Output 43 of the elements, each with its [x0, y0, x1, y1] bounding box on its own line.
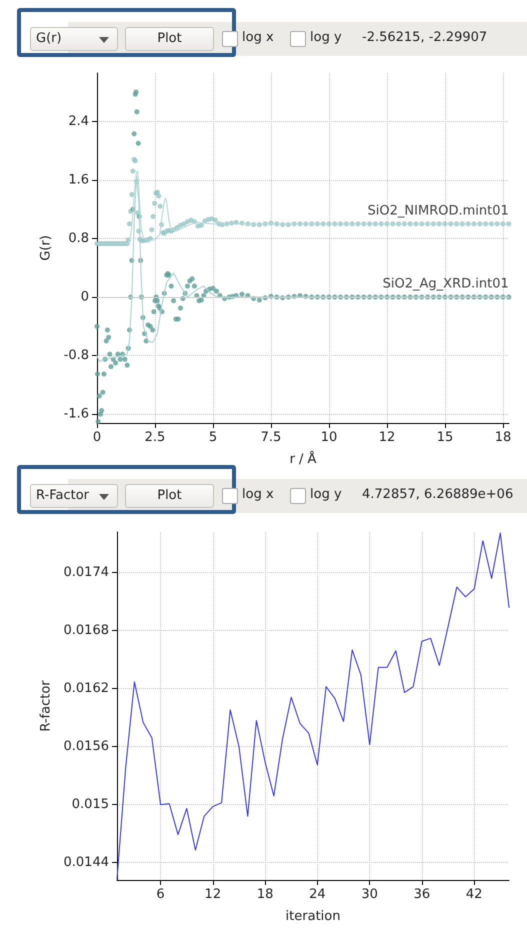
x-tick-label: 12: [204, 887, 222, 902]
x-tick-label: 30: [361, 887, 378, 902]
dropdown-field: G(r): [30, 27, 118, 51]
y-tick-label: 1.6: [68, 172, 89, 188]
x-tick-label: 5: [208, 430, 218, 445]
x-tick-label: 6: [156, 887, 165, 902]
x-tick-label: 7.5: [260, 430, 282, 445]
plot-button: Plot: [125, 27, 214, 51]
y-tick-label: -0.8: [64, 348, 89, 364]
text: log y: [310, 30, 342, 45]
text: log x: [242, 30, 274, 45]
y-tick-label: 0.0144: [64, 855, 109, 870]
y-tick-label: 0.015: [72, 797, 109, 812]
plot-button: Plot: [125, 484, 214, 508]
y-tick-label: 2.4: [68, 114, 89, 129]
y-tick-label: 0.0162: [64, 681, 109, 696]
line-series: [116, 532, 510, 880]
dropdown-field: R-Factor: [30, 484, 118, 508]
x-tick-label: 2.5: [144, 430, 166, 445]
series-label: SiO2_Ag_XRD.int01: [382, 276, 509, 292]
text: 4.72857, 6.26889e+06: [362, 487, 514, 502]
y-tick-label: 0.8: [68, 230, 89, 246]
x-tick-label: 18: [256, 887, 274, 902]
x-tick-label: 24: [309, 887, 326, 902]
y-tick-label: -1.6: [64, 406, 89, 422]
y-tick-label: 0.0168: [64, 623, 109, 638]
y-axis-title: R-factor: [38, 680, 54, 732]
x-tick-label: 12: [378, 430, 396, 445]
x-tick-label: 42: [466, 887, 482, 902]
x-tick-label: 15: [436, 430, 454, 445]
x-axis-title: r / Å: [290, 450, 317, 467]
series-label: SiO2_NIMROD.mint01: [368, 203, 509, 218]
text: log y: [310, 487, 342, 502]
y-axis-title: G(r): [38, 235, 54, 261]
x-axis-title: iteration: [286, 909, 340, 924]
x-tick-label: 36: [414, 887, 430, 902]
y-tick-label: 0.0174: [64, 565, 109, 580]
text: log x: [242, 487, 274, 502]
x-tick-label: 10: [320, 430, 338, 445]
text: -2.56215, -2.29907: [362, 30, 488, 45]
y-tick-label: 0.0156: [64, 739, 109, 754]
y-tick-label: 0: [80, 290, 89, 305]
x-tick-label: 18: [494, 430, 512, 445]
